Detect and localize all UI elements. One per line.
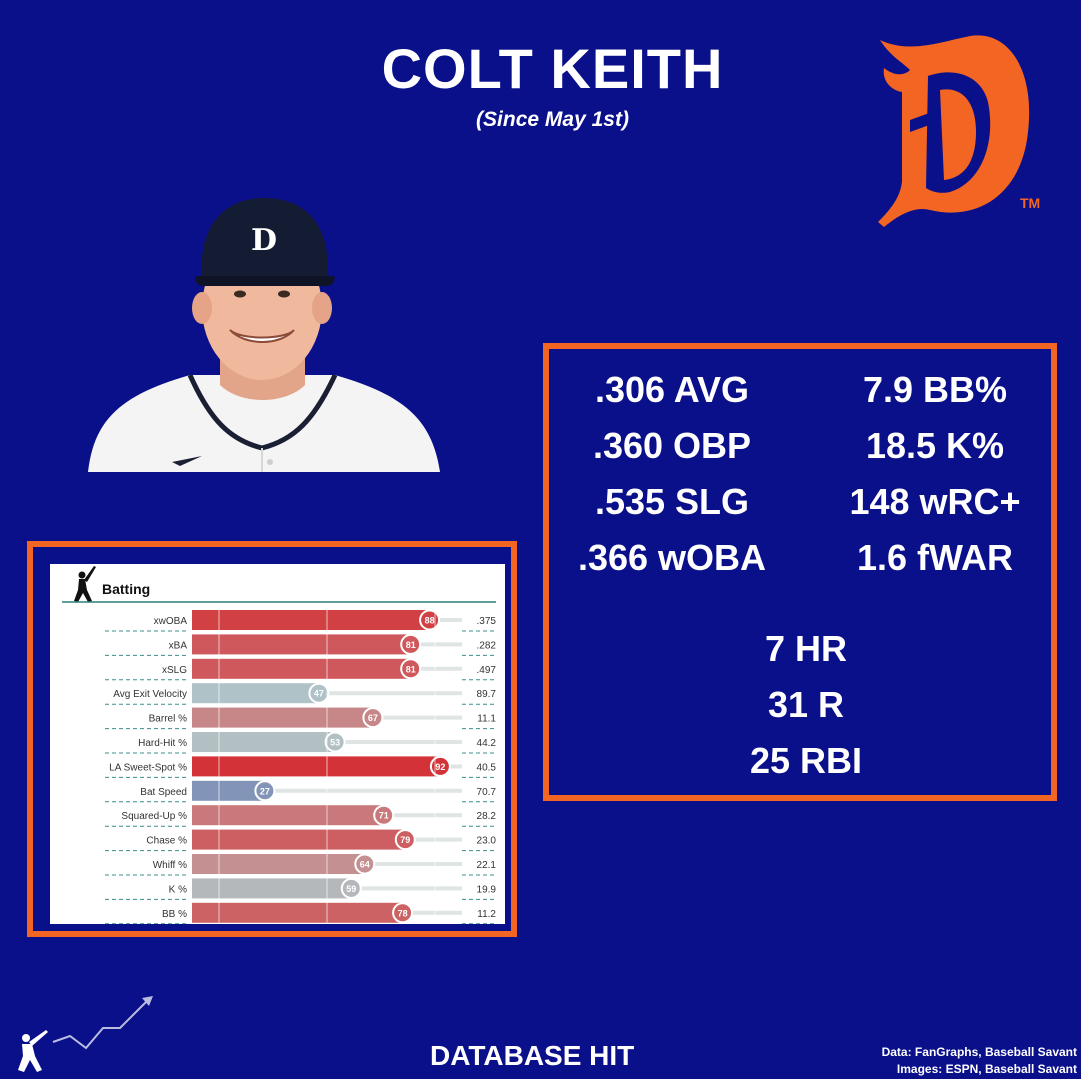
stat-slg: .535 SLG — [595, 481, 749, 523]
percentile-label: 27 — [260, 786, 270, 796]
metric-label: Avg Exit Velocity — [113, 689, 187, 700]
stat-r: 31 R — [768, 684, 844, 726]
percentile-chart: Batting xwOBA 88 .375 xBA 81 .282 xSLG 81 .497 Av… — [50, 564, 505, 924]
metric-label: Chase % — [146, 836, 187, 847]
stat-bb-pct: 7.9 BB% — [863, 369, 1007, 411]
tigers-logo-icon: TM — [870, 32, 1040, 232]
percentile-label: 67 — [368, 713, 378, 723]
batter-silhouette-icon — [74, 566, 96, 602]
stat-value: 89.7 — [477, 689, 497, 700]
player-headshot-icon: D — [80, 190, 445, 472]
percentile-bar — [192, 903, 403, 923]
percentile-label: 88 — [425, 616, 435, 626]
stat-k-pct: 18.5 K% — [866, 425, 1004, 467]
metric-label: LA Sweet-Spot % — [109, 762, 187, 773]
credits-data: Data: FanGraphs, Baseball Savant — [882, 1044, 1077, 1061]
metric-label: K % — [169, 884, 187, 895]
percentile-label: 64 — [360, 860, 370, 870]
percentile-bar — [192, 610, 430, 630]
credits-images: Images: ESPN, Baseball Savant — [882, 1061, 1077, 1078]
trademark-text: TM — [1020, 195, 1040, 211]
stat-value: 28.2 — [477, 811, 497, 822]
stat-value: 11.1 — [477, 714, 496, 725]
metric-label: xBA — [169, 640, 188, 651]
stat-value: 44.2 — [477, 738, 497, 749]
percentile-bar — [192, 830, 405, 850]
percentile-bar — [192, 805, 384, 825]
stat-value: .282 — [477, 640, 497, 651]
percentile-bar — [192, 781, 265, 801]
percentile-bar — [192, 756, 440, 776]
stat-rbi: 25 RBI — [750, 740, 862, 782]
metric-label: BB % — [162, 909, 187, 920]
percentile-label: 81 — [406, 664, 416, 674]
stat-value: 19.9 — [477, 884, 497, 895]
metric-label: Whiff % — [153, 860, 187, 871]
percentile-label: 79 — [400, 835, 410, 845]
database-hit-logo-icon — [8, 990, 158, 1075]
percentile-label: 71 — [379, 811, 389, 821]
stat-value: 23.0 — [477, 836, 497, 847]
stat-obp: .360 OBP — [593, 425, 751, 467]
stat-avg: .306 AVG — [595, 369, 749, 411]
footer-brand: DATABASE HIT — [430, 1040, 634, 1072]
percentile-bar — [192, 634, 411, 654]
stats-panel: .306 AVG .360 OBP .535 SLG .366 wOBA 7.9… — [543, 343, 1057, 801]
metric-label: xSLG — [162, 665, 187, 676]
stat-value: .375 — [477, 616, 497, 627]
stat-woba: .366 wOBA — [578, 537, 766, 579]
stat-hr: 7 HR — [765, 628, 847, 670]
percentile-bar — [192, 683, 319, 703]
metric-label: Hard-Hit % — [138, 738, 187, 749]
stat-value: .497 — [477, 665, 497, 676]
percentile-chart-frame: Batting xwOBA 88 .375 xBA 81 .282 xSLG 81 .497 Av… — [27, 541, 517, 937]
percentile-label: 47 — [314, 689, 324, 699]
stat-fwar: 1.6 fWAR — [857, 537, 1013, 579]
percentile-bar — [192, 854, 365, 874]
credits: Data: FanGraphs, Baseball Savant Images:… — [882, 1044, 1077, 1078]
percentile-label: 59 — [346, 884, 356, 894]
stat-value: 11.2 — [477, 909, 496, 920]
metric-label: xwOBA — [154, 616, 188, 627]
percentile-label: 81 — [406, 640, 416, 650]
percentile-label: 78 — [398, 908, 408, 918]
svg-text:D: D — [251, 223, 277, 258]
percentile-label: 92 — [435, 762, 445, 772]
metric-label: Squared-Up % — [121, 811, 187, 822]
percentile-label: 53 — [330, 738, 340, 748]
metric-label: Bat Speed — [140, 787, 187, 798]
stat-value: 22.1 — [477, 860, 497, 871]
stat-wrc-plus: 148 wRC+ — [849, 481, 1020, 523]
percentile-chart-svg: Batting xwOBA 88 .375 xBA 81 .282 xSLG 81 .497 Av… — [50, 564, 505, 924]
percentile-bar — [192, 659, 411, 679]
percentile-bar — [192, 732, 335, 752]
metric-label: Barrel % — [149, 714, 187, 725]
chart-title: Batting — [102, 581, 150, 597]
stat-value: 70.7 — [477, 787, 497, 798]
stat-value: 40.5 — [477, 762, 497, 773]
